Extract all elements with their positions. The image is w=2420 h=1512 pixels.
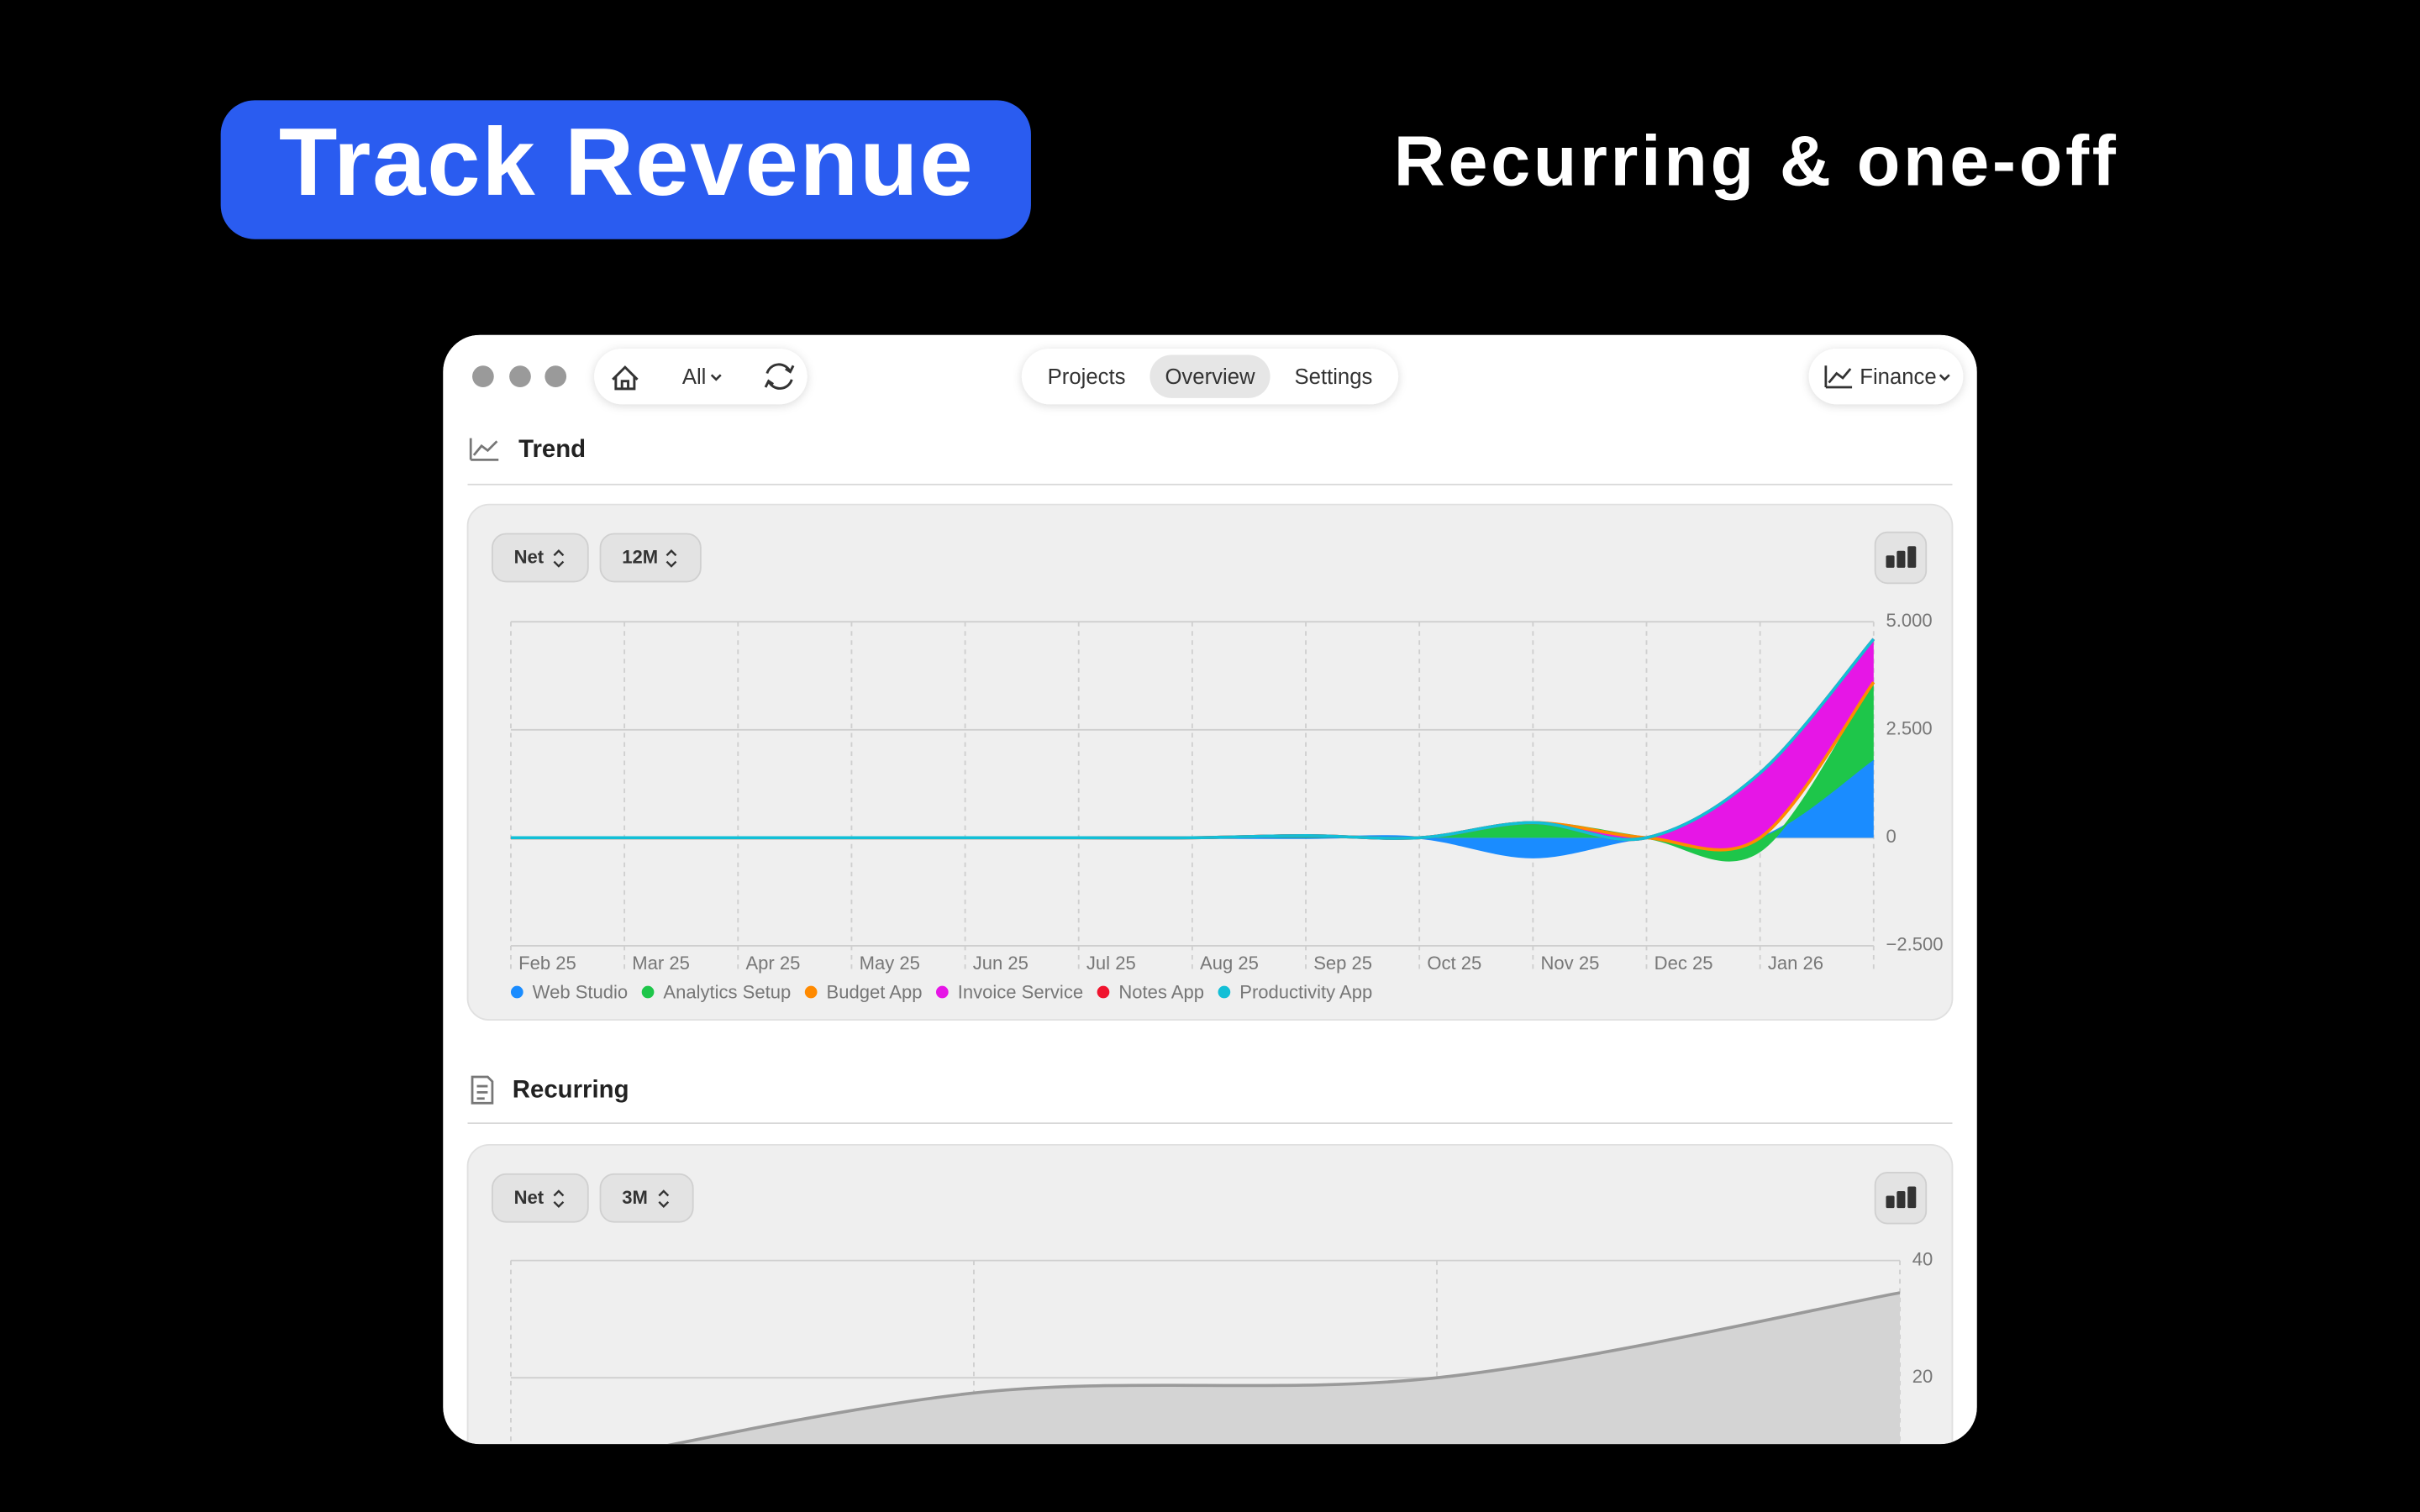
chart-type-icon <box>1907 1186 1917 1209</box>
filter-button[interactable] <box>599 1173 694 1223</box>
tab[interactable]: Projects <box>1048 365 1126 389</box>
filter-button[interactable] <box>599 533 702 583</box>
close-button[interactable] <box>472 365 494 388</box>
x-tick-label: Feb 25 <box>518 953 576 974</box>
series-line <box>510 1291 1901 1445</box>
series-area <box>510 1293 1901 1445</box>
home-button[interactable] <box>612 365 639 391</box>
x-tick-label: Sep 25 <box>1313 953 1372 974</box>
legend-label: Budget App <box>827 982 923 1003</box>
y-tick-label: −2.500 <box>1886 934 1943 955</box>
module-menu[interactable]: Finance <box>1860 365 1936 389</box>
recurring-chart: Net3M02040 <box>492 1172 1933 1445</box>
x-tick-label: May 25 <box>860 953 920 974</box>
chart-type-icon <box>1897 550 1906 568</box>
legend-label: Productivity App <box>1239 982 1372 1003</box>
trend-chart: Net 12M Feb 25 Mar 25 Apr 25 May 25 Jun 25 Jul … <box>492 531 1943 1003</box>
chart-type-icon <box>1886 1195 1895 1209</box>
legend-label: Analytics Setup <box>663 982 791 1003</box>
zoom-button[interactable] <box>544 365 567 388</box>
scope-menu[interactable]: All <box>682 365 707 389</box>
x-tick-label: Dec 25 <box>1655 953 1713 974</box>
legend-swatch <box>804 985 818 999</box>
legend-label: Web Studio <box>533 982 629 1003</box>
filter-button[interactable] <box>492 533 589 583</box>
x-tick-label: Aug 25 <box>1200 953 1259 974</box>
legend-swatch <box>1218 985 1231 999</box>
stepper-icon <box>666 549 677 568</box>
tagline: Recurring & one-off <box>1394 122 2119 201</box>
module-menu-bg <box>1808 349 1964 405</box>
legend-swatch <box>641 985 655 999</box>
legend-swatch <box>1097 985 1110 999</box>
chart-type-icon <box>1907 546 1917 568</box>
sync-button[interactable] <box>764 363 795 390</box>
x-tick-label: Apr 25 <box>745 953 800 974</box>
section-title: Recurring <box>513 1075 629 1103</box>
x-tick-label: Oct 25 <box>1427 953 1481 974</box>
chart-type-icon <box>1897 1190 1906 1209</box>
y-tick-label: 5.000 <box>1886 610 1932 631</box>
x-tick-label: Mar 25 <box>632 953 690 974</box>
trend-icon <box>469 438 499 461</box>
headline: Track Revenue <box>279 109 975 216</box>
filter-label: Net <box>514 547 544 568</box>
section-title: Trend <box>518 435 586 463</box>
tab[interactable]: Settings <box>1295 365 1373 389</box>
series-area <box>510 638 1874 850</box>
module-chevron <box>1939 374 1950 381</box>
stepper-icon <box>553 1189 565 1209</box>
legend-swatch <box>935 985 949 999</box>
filter-label: Net <box>514 1187 544 1208</box>
window: All Projects Overview Settings Finance Tre… <box>443 334 1977 1445</box>
tabs: Projects Overview Settings <box>1048 354 1373 398</box>
legend-label: Notes App <box>1118 982 1204 1003</box>
y-tick-label: 0 <box>1886 826 1896 847</box>
y-tick-label: 40 <box>1912 1248 1933 1269</box>
filter-button[interactable] <box>492 1173 589 1223</box>
x-tick-label: Nov 25 <box>1541 953 1600 974</box>
headline-badge <box>220 100 1031 239</box>
x-tick-label: Jan 26 <box>1768 953 1823 974</box>
stepper-icon <box>553 549 565 568</box>
toolbar-group <box>594 349 808 405</box>
minimize-button[interactable] <box>509 365 531 388</box>
x-tick-label: Jun 25 <box>973 953 1028 974</box>
legend-swatch <box>510 985 523 999</box>
stepper-icon <box>658 1189 670 1209</box>
chart-type-icon <box>1886 555 1895 568</box>
series-line <box>510 638 1876 842</box>
recurring-icon <box>471 1075 494 1105</box>
filter-label: 3M <box>622 1187 648 1208</box>
trend-card <box>466 503 1954 1021</box>
filter-label: 12M <box>622 547 658 568</box>
y-tick-label: 2.500 <box>1886 718 1932 739</box>
legend-label: Invoice Service <box>958 982 1083 1003</box>
y-tick-label: 20 <box>1912 1366 1933 1387</box>
x-tick-label: Jul 25 <box>1086 953 1136 974</box>
tab-selected-bg <box>1150 354 1270 398</box>
tab[interactable]: Overview <box>1165 365 1255 389</box>
module-icon <box>1824 365 1853 389</box>
scope-chevron <box>710 374 722 381</box>
